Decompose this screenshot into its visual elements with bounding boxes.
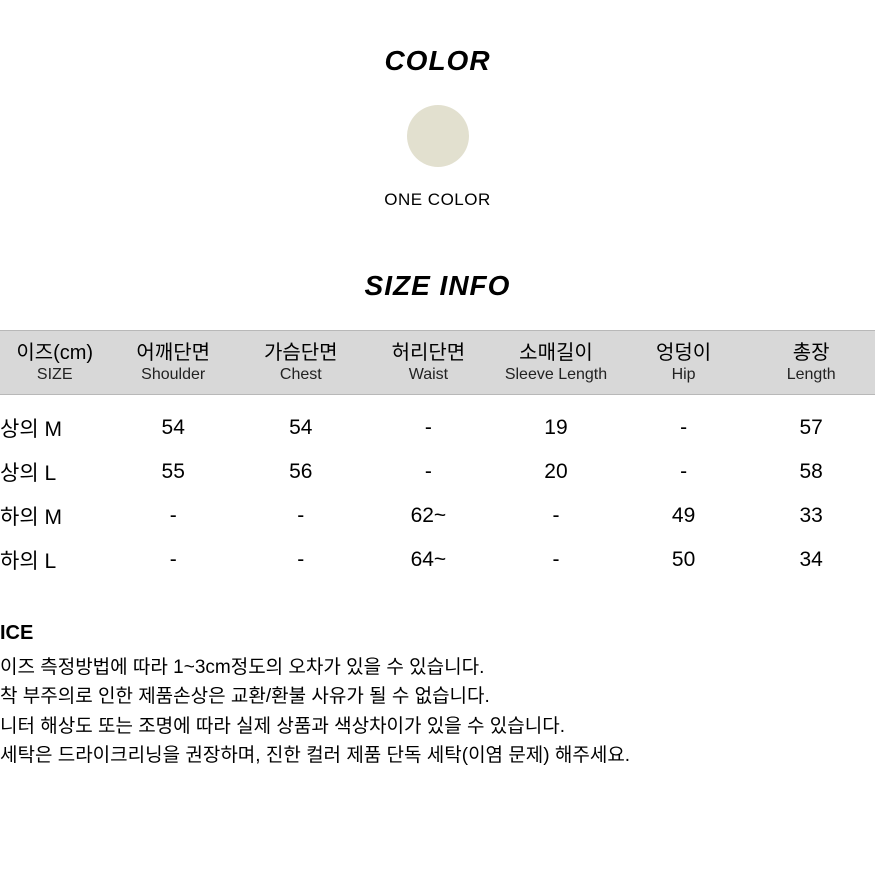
color-title: COLOR — [0, 45, 875, 77]
th-kr: 허리단면 — [369, 341, 489, 365]
th-waist: 허리단면 Waist — [365, 331, 493, 395]
cell: 34 — [747, 538, 875, 582]
cell-size: 상의 M — [0, 394, 109, 450]
notice-line: 이즈 측정방법에 따라 1~3cm정도의 오차가 있을 수 있습니다. — [0, 653, 875, 682]
cell: - — [620, 450, 748, 494]
cell: 50 — [620, 538, 748, 582]
notice-line: 니터 해상도 또는 조명에 따라 실제 상품과 색상차이가 있을 수 있습니다. — [0, 712, 875, 741]
cell: - — [109, 538, 237, 582]
color-swatch — [407, 105, 469, 167]
th-en: Hip — [624, 365, 744, 386]
th-chest: 가슴단면 Chest — [237, 331, 365, 395]
color-section: COLOR ONE COLOR — [0, 0, 875, 210]
cell: 54 — [237, 394, 365, 450]
th-length: 총장 Length — [747, 331, 875, 395]
cell: - — [365, 450, 493, 494]
cell: 62~ — [365, 494, 493, 538]
cell: - — [620, 394, 748, 450]
th-en: Length — [751, 365, 871, 386]
th-kr: 어깨단면 — [113, 341, 233, 365]
th-sleeve: 소매길이 Sleeve Length — [492, 331, 620, 395]
cell: 49 — [620, 494, 748, 538]
cell-size: 하의 L — [0, 538, 109, 582]
cell: 64~ — [365, 538, 493, 582]
table-header-row: 이즈(cm) SIZE 어깨단면 Shoulder 가슴단면 Chest 허리단… — [0, 331, 875, 395]
th-shoulder: 어깨단면 Shoulder — [109, 331, 237, 395]
cell: 54 — [109, 394, 237, 450]
notice-line: 착 부주의로 인한 제품손상은 교환/환불 사유가 될 수 없습니다. — [0, 682, 875, 711]
th-en: Sleeve Length — [496, 365, 616, 386]
cell: 33 — [747, 494, 875, 538]
th-kr: 엉덩이 — [624, 341, 744, 365]
th-en: Chest — [241, 365, 361, 386]
size-table: 이즈(cm) SIZE 어깨단면 Shoulder 가슴단면 Chest 허리단… — [0, 330, 875, 582]
cell: - — [237, 538, 365, 582]
cell: - — [492, 538, 620, 582]
table-row: 하의 L - - 64~ - 50 34 — [0, 538, 875, 582]
cell: 55 — [109, 450, 237, 494]
swatch-container — [0, 105, 875, 172]
th-size: 이즈(cm) SIZE — [0, 331, 109, 395]
table-row: 상의 M 54 54 - 19 - 57 — [0, 394, 875, 450]
table-body: 상의 M 54 54 - 19 - 57 상의 L 55 56 - 20 - 5… — [0, 394, 875, 582]
cell: 58 — [747, 450, 875, 494]
cell: - — [109, 494, 237, 538]
cell-size: 하의 M — [0, 494, 109, 538]
table-row: 상의 L 55 56 - 20 - 58 — [0, 450, 875, 494]
table-row: 하의 M - - 62~ - 49 33 — [0, 494, 875, 538]
cell-size: 상의 L — [0, 450, 109, 494]
th-en: Waist — [369, 365, 489, 386]
notice-section: ICE 이즈 측정방법에 따라 1~3cm정도의 오차가 있을 수 있습니다. … — [0, 622, 875, 771]
cell: 57 — [747, 394, 875, 450]
size-section: SIZE INFO 이즈(cm) SIZE 어깨단면 Shoulder 가슴단면… — [0, 270, 875, 582]
cell: - — [237, 494, 365, 538]
size-title: SIZE INFO — [0, 270, 875, 302]
cell: - — [492, 494, 620, 538]
th-kr: 이즈(cm) — [4, 341, 105, 365]
th-en: Shoulder — [113, 365, 233, 386]
th-kr: 가슴단면 — [241, 341, 361, 365]
color-label: ONE COLOR — [0, 190, 875, 210]
th-hip: 엉덩이 Hip — [620, 331, 748, 395]
notice-title: ICE — [0, 622, 875, 645]
cell: 56 — [237, 450, 365, 494]
notice-line: 세탁은 드라이크리닝을 권장하며, 진한 컬러 제품 단독 세탁(이염 문제) … — [0, 741, 875, 770]
th-kr: 소매길이 — [496, 341, 616, 365]
cell: 19 — [492, 394, 620, 450]
cell: 20 — [492, 450, 620, 494]
th-en: SIZE — [4, 365, 105, 386]
th-kr: 총장 — [751, 341, 871, 365]
cell: - — [365, 394, 493, 450]
